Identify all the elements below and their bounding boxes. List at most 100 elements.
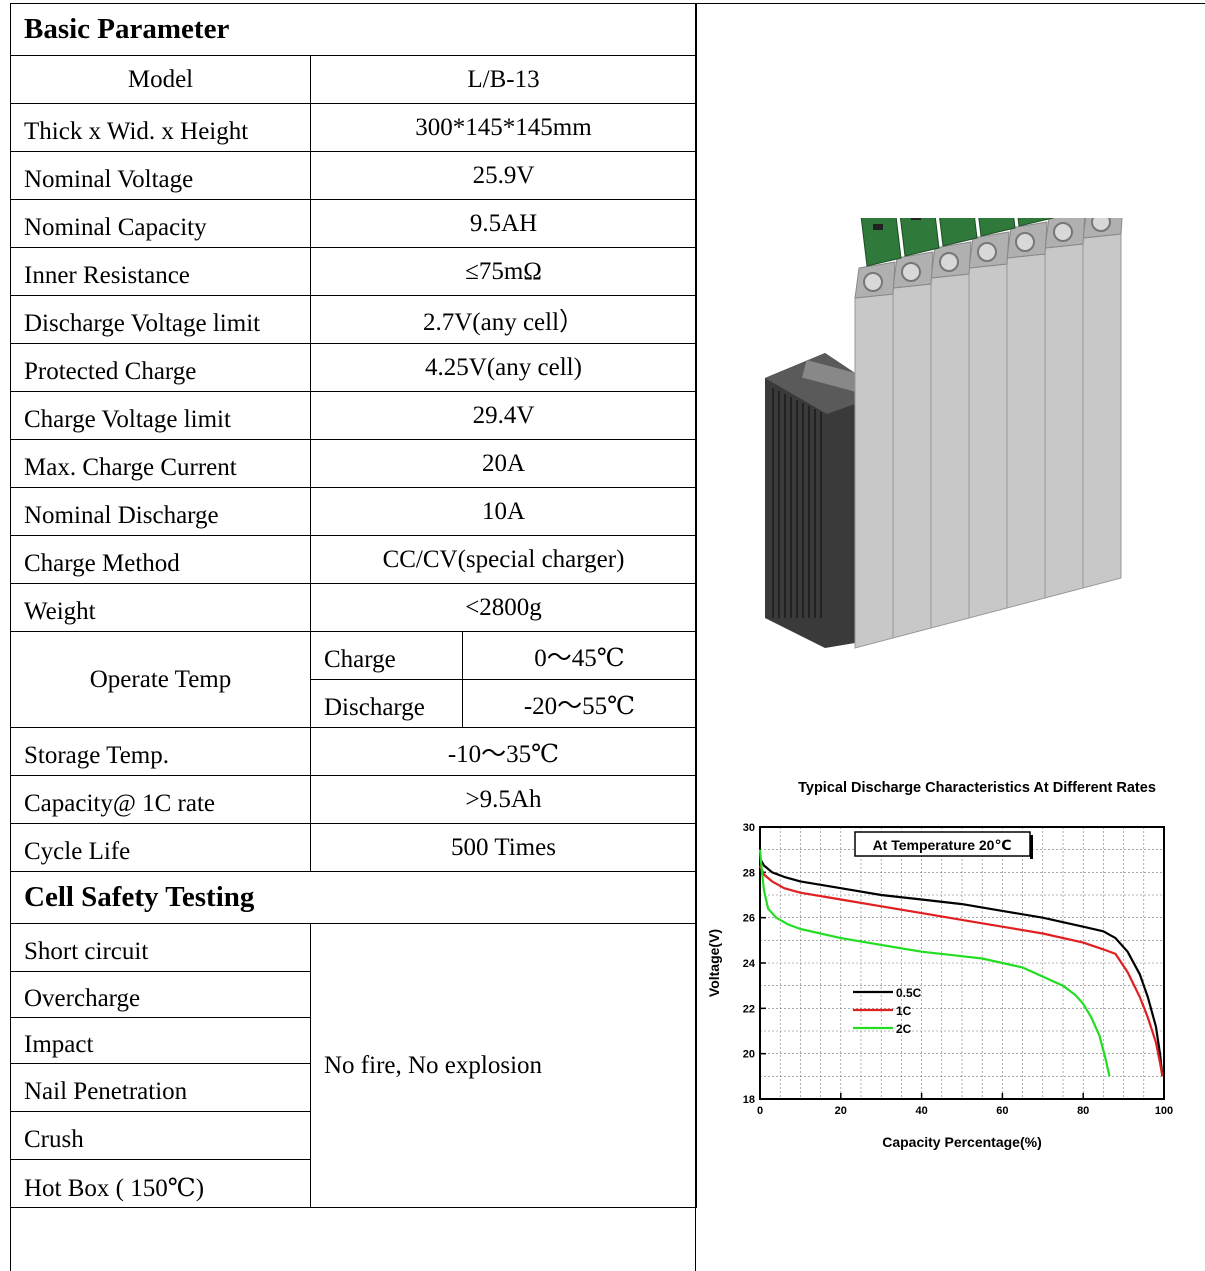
spec-value-storage-temp: -10～35℃ — [310, 727, 697, 776]
bms-board — [899, 218, 940, 257]
x-tick-label: 80 — [1077, 1105, 1089, 1117]
x-tick-label: 20 — [835, 1105, 847, 1117]
battery-cell — [1006, 253, 1046, 609]
spec-value-inner-resistance: ≤75mΩ — [310, 247, 697, 296]
cell-terminal — [1015, 232, 1035, 252]
safety-test-impact: Impact — [10, 1017, 311, 1064]
spec-label-weight: Weight — [10, 583, 311, 632]
spec-value-capacity-1c-rate: >9.5Ah — [310, 775, 697, 824]
battery-cell — [930, 273, 970, 629]
spec-value-charge-voltage-limit: 29.4V — [310, 391, 697, 440]
spec-label-nominal-capacity: Nominal Capacity — [10, 199, 311, 248]
spec-value-discharge-voltage-limit: 2.7V(any cell） — [310, 295, 697, 344]
y-tick-label: 28 — [743, 867, 755, 879]
x-tick-label: 0 — [757, 1105, 763, 1117]
bms-board — [978, 218, 1016, 237]
operate-charge-value: 0～45℃ — [462, 631, 697, 680]
spec-label-thick-x-wid-x-height: Thick x Wid. x Height — [10, 103, 311, 152]
spec-value-nominal-capacity: 9.5AH — [310, 199, 697, 248]
spec-row: Charge Method CC/CV(special charger) — [10, 535, 697, 584]
safety-result: No fire, No explosion — [310, 923, 697, 1208]
series-line-1C — [758, 865, 1164, 1077]
cell-terminal — [939, 252, 959, 272]
legend-label: 0.5C — [896, 986, 922, 1000]
bms-board — [1017, 218, 1054, 227]
operate-discharge-value: -20～55℃ — [462, 679, 697, 728]
spec-row: Nominal Voltage 25.9V — [10, 151, 697, 200]
y-tick-label: 24 — [743, 958, 756, 970]
bms-board — [860, 218, 902, 267]
spec-row: Protected Charge 4.25V(any cell) — [10, 343, 697, 392]
battery-pack-photo — [765, 218, 1123, 649]
series-line-0_5C — [759, 858, 1164, 1077]
safety-row: Short circuit No fire, No explosion — [10, 923, 697, 1208]
x-tick-label: 60 — [996, 1105, 1008, 1117]
spec-label-nominal-voltage: Nominal Voltage — [10, 151, 311, 200]
discharge-chart: Typical Discharge Characteristics At Dif… — [706, 780, 1173, 1150]
spec-row: Cycle Life 500 Times — [10, 823, 697, 872]
spec-value-model: L/B-13 — [310, 55, 697, 104]
spec-row: Discharge Voltage limit 2.7V(any cell） — [10, 295, 697, 344]
safety-test-overcharge: Overcharge — [10, 971, 311, 1018]
spec-value-cycle-life: 500 Times — [310, 823, 697, 872]
legend-label: 2C — [896, 1022, 912, 1036]
spec-value-charge-method: CC/CV(special charger) — [310, 535, 697, 584]
basic-parameter-heading: Basic Parameter — [10, 3, 697, 56]
y-tick-label: 30 — [743, 822, 755, 834]
y-tick-label: 22 — [743, 1003, 755, 1015]
spec-value-nominal-voltage: 25.9V — [310, 151, 697, 200]
spec-value-weight: <2800g — [310, 583, 697, 632]
x-tick-label: 100 — [1155, 1105, 1173, 1117]
x-tick-label: 40 — [915, 1105, 927, 1117]
y-tick-label: 18 — [743, 1094, 755, 1106]
safety-test-short-circuit: Short circuit — [10, 923, 311, 972]
battery-cell — [1082, 233, 1122, 589]
spec-label-max-charge-current: Max. Charge Current — [10, 439, 311, 488]
spec-label-storage-temp: Storage Temp. — [10, 727, 311, 776]
bms-board — [939, 218, 978, 247]
spec-row: Model L/B-13 — [10, 55, 697, 104]
battery-cell — [1044, 243, 1084, 599]
safety-heading: Cell Safety Testing — [10, 871, 697, 924]
safety-test-hot-box-150: Hot Box ( 150℃) — [10, 1159, 311, 1208]
safety-test-nail-penetration: Nail Penetration — [10, 1063, 311, 1112]
spec-label-capacity-1c-rate: Capacity@ 1C rate — [10, 775, 311, 824]
battery-cell — [968, 263, 1008, 619]
cell-terminal — [863, 272, 883, 292]
safety-test-crush: Crush — [10, 1111, 311, 1160]
spec-row: Max. Charge Current 20A — [10, 439, 697, 488]
spec-value-protected-charge: 4.25V(any cell) — [310, 343, 697, 392]
spec-row: Capacity@ 1C rate >9.5Ah — [10, 775, 697, 824]
y-tick-label: 20 — [743, 1049, 755, 1061]
chart-title: Typical Discharge Characteristics At Dif… — [798, 780, 1156, 796]
spec-value-nominal-discharge: 10A — [310, 487, 697, 536]
battery-cell — [892, 283, 932, 639]
bms-chip — [911, 218, 921, 220]
operate-charge-label: Charge — [310, 631, 463, 680]
safety-row: Hot Box ( 150℃) — [10, 1159, 697, 1208]
spec-row: Inner Resistance ≤75mΩ — [10, 247, 697, 296]
spec-label-cycle-life: Cycle Life — [10, 823, 311, 872]
spec-label-discharge-voltage-limit: Discharge Voltage limit — [10, 295, 311, 344]
cell-terminal — [901, 262, 921, 282]
spec-label-model: Model — [10, 55, 311, 104]
operate-temp-label: Operate Temp — [10, 631, 311, 728]
spec-label-nominal-discharge: Nominal Discharge — [10, 487, 311, 536]
spec-table: Basic Parameter Model L/B-13 Thick x Wid. … — [10, 3, 697, 1208]
spec-value-max-charge-current: 20A — [310, 439, 697, 488]
chart-annotation: At Temperature 20℃ — [873, 837, 1012, 853]
spec-label-charge-method: Charge Method — [10, 535, 311, 584]
spec-row: Storage Temp. -10～35℃ — [10, 727, 697, 776]
operate-discharge-label: Discharge — [310, 679, 463, 728]
spec-row: Weight <2800g — [10, 583, 697, 632]
cell-terminal — [1091, 218, 1111, 232]
legend-label: 1C — [896, 1004, 912, 1018]
spec-label-charge-voltage-limit: Charge Voltage limit — [10, 391, 311, 440]
bms-chip — [873, 224, 883, 230]
spec-label-protected-charge: Protected Charge — [10, 343, 311, 392]
annotation-shadow — [1030, 835, 1033, 859]
spec-row: Nominal Discharge 10A — [10, 487, 697, 536]
spec-row: Charge Voltage limit 29.4V — [10, 391, 697, 440]
y-axis-label: Voltage(V) — [706, 929, 722, 997]
spec-label-inner-resistance: Inner Resistance — [10, 247, 311, 296]
